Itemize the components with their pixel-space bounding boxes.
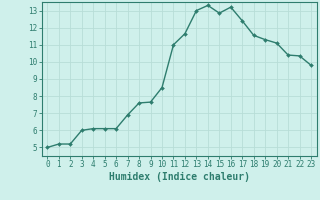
X-axis label: Humidex (Indice chaleur): Humidex (Indice chaleur) (109, 172, 250, 182)
